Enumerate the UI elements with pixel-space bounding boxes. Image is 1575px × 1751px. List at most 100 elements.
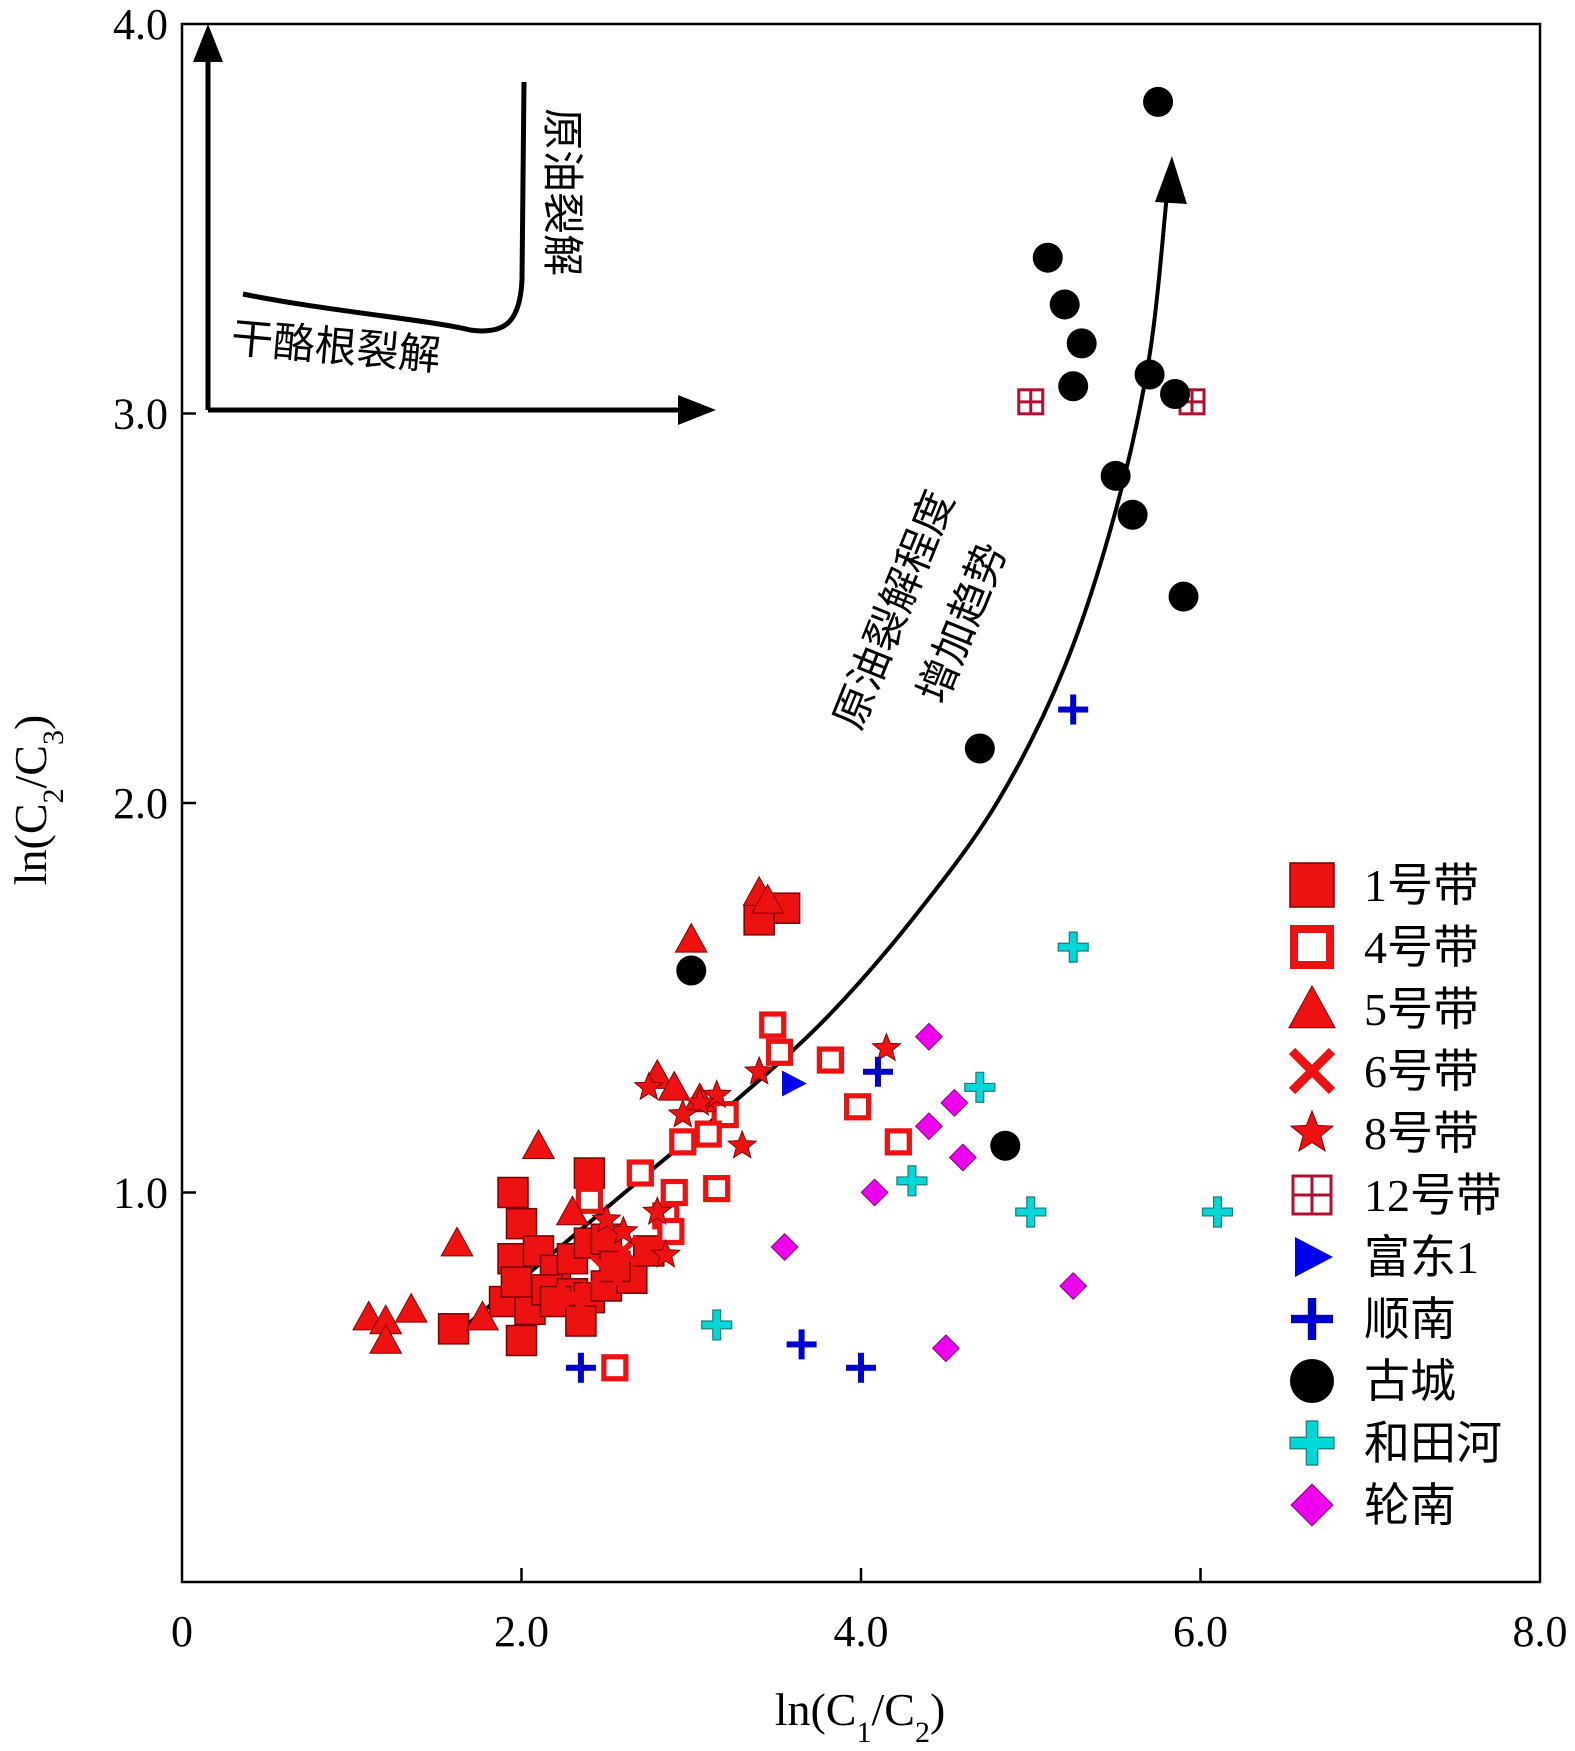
- data-point: [964, 1071, 996, 1103]
- data-point: [931, 1334, 960, 1363]
- data-point: [860, 1178, 889, 1207]
- data-point: [565, 1305, 597, 1337]
- data-point: [601, 1354, 629, 1382]
- legend-label: 古城: [1364, 1356, 1456, 1407]
- data-point: [765, 1038, 794, 1066]
- legend-marker: [1288, 1047, 1336, 1095]
- y-tick-label: 3.0: [113, 390, 168, 439]
- data-point: [1134, 359, 1165, 390]
- data-point: [816, 1046, 845, 1074]
- series-9: [701, 931, 1234, 1341]
- axis-tick-labels: 0 2.0 4.0 6.0 8.0 1.0 2.0 3.0 4.0: [113, 0, 1568, 1656]
- series-4: [591, 1032, 902, 1268]
- series-0: [437, 892, 801, 1357]
- legend-label: 12号带: [1364, 1170, 1502, 1221]
- x-axis-title: ln(C1/C2): [775, 1684, 946, 1749]
- data-point: [555, 1195, 590, 1226]
- data-point: [633, 1071, 665, 1101]
- data-point: [701, 1309, 733, 1341]
- data-point: [1143, 86, 1174, 117]
- data-point: [369, 1323, 403, 1354]
- data-point: [626, 1159, 654, 1187]
- data-point: [844, 1093, 872, 1121]
- y-axis-title: ln(C2/C3): [5, 715, 70, 886]
- data-point: [914, 1112, 943, 1141]
- series-3: [556, 1234, 640, 1314]
- legend-label: 富东1: [1364, 1232, 1479, 1283]
- data-points: [352, 86, 1234, 1383]
- series-2: [352, 875, 785, 1354]
- trend-arrowhead: [1154, 156, 1187, 205]
- data-point: [521, 1128, 556, 1160]
- data-point: [1058, 371, 1089, 402]
- data-point: [759, 1011, 787, 1039]
- data-point: [660, 1178, 688, 1207]
- legend-label: 6号带: [1364, 1046, 1479, 1097]
- series-6: [782, 1070, 807, 1097]
- data-point: [751, 883, 785, 914]
- series-8: [676, 86, 1199, 1161]
- legend-marker: [1289, 862, 1335, 908]
- trend-curve: [460, 171, 1172, 1331]
- data-point: [669, 1128, 697, 1156]
- data-point: [990, 1130, 1021, 1161]
- legend-marker: [1295, 1237, 1333, 1277]
- data-point: [940, 1088, 969, 1117]
- legend-marker: [1289, 1420, 1335, 1466]
- x-tick-label: 0: [171, 1607, 193, 1656]
- y-tick-label: 2.0: [113, 779, 168, 828]
- x-tick-label: 6.0: [1173, 1607, 1228, 1656]
- data-point: [871, 1032, 902, 1062]
- inset-x-arrowhead: [678, 395, 716, 425]
- data-point: [964, 733, 995, 764]
- series-7: [565, 694, 1089, 1383]
- data-point: [641, 1195, 673, 1225]
- data-point: [657, 1217, 685, 1246]
- data-point: [497, 1176, 529, 1209]
- inset-horizontal-label: 干酪根裂解: [229, 313, 442, 380]
- data-point: [667, 1098, 699, 1128]
- data-point: [505, 1207, 538, 1240]
- legend-label: 8号带: [1364, 1108, 1479, 1159]
- data-point: [711, 1100, 739, 1129]
- legend-label: 1号带: [1364, 860, 1479, 911]
- data-point: [1117, 499, 1148, 530]
- legend-marker: [1290, 1483, 1334, 1527]
- data-point: [500, 1266, 533, 1298]
- data-point: [657, 1070, 691, 1101]
- data-point: [573, 1157, 606, 1189]
- legend-marker: [1291, 1298, 1333, 1340]
- data-point: [575, 1186, 604, 1214]
- data-point: [786, 1329, 817, 1360]
- data-point: [674, 922, 708, 953]
- data-point: [862, 1056, 893, 1087]
- data-point: [726, 1129, 758, 1159]
- series-1: [575, 1011, 912, 1382]
- legend-marker: [1289, 1109, 1335, 1152]
- x-tick-label: 8.0: [1513, 1607, 1568, 1656]
- data-point: [1057, 931, 1089, 963]
- legend-marker: [1291, 1174, 1333, 1216]
- data-point: [465, 1300, 500, 1331]
- axis-ticks: [182, 412, 1202, 1582]
- data-point: [565, 1352, 596, 1383]
- data-point: [701, 1079, 733, 1109]
- data-point: [1032, 242, 1063, 273]
- data-point: [770, 1233, 799, 1262]
- data-point: [440, 1226, 474, 1257]
- data-point: [1049, 289, 1080, 320]
- data-point: [676, 955, 707, 986]
- data-point: [591, 1203, 622, 1233]
- data-point: [1160, 379, 1191, 410]
- inset-y-arrowhead: [193, 24, 223, 62]
- legend-label: 5号带: [1364, 984, 1479, 1035]
- data-point: [556, 1281, 589, 1314]
- inset-curve: [242, 81, 527, 334]
- data-point: [782, 1070, 807, 1097]
- legend-marker: [1288, 984, 1336, 1029]
- data-point: [394, 1292, 428, 1323]
- data-point: [846, 1352, 876, 1383]
- series-10: [770, 1022, 1088, 1363]
